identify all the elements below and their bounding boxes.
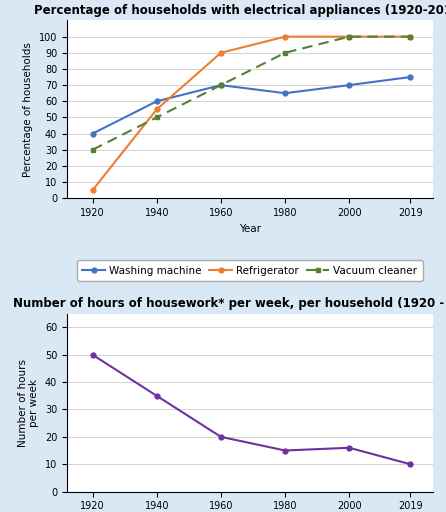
Refrigerator: [90, 187, 95, 193]
Title: Number of hours of housework* per week, per household (1920 - 2019): Number of hours of housework* per week, …: [13, 297, 446, 310]
X-axis label: Year: Year: [239, 224, 261, 233]
Hours per week: [90, 352, 95, 358]
Line: Vacuum cleaner: Vacuum cleaner: [90, 34, 413, 152]
Vacuum cleaner: [408, 34, 413, 40]
Washing machine: [218, 82, 223, 88]
Hours per week: [408, 461, 413, 467]
Vacuum cleaner: [90, 146, 95, 153]
Refrigerator: [347, 34, 352, 40]
Vacuum cleaner: [282, 50, 288, 56]
Hours per week: [218, 434, 223, 440]
Legend: Washing machine, Refrigerator, Vacuum cleaner: Washing machine, Refrigerator, Vacuum cl…: [77, 260, 422, 281]
Refrigerator: [154, 106, 159, 113]
Refrigerator: [218, 50, 223, 56]
Y-axis label: Percentage of households: Percentage of households: [23, 42, 33, 177]
Hours per week: [154, 393, 159, 399]
Line: Hours per week: Hours per week: [90, 352, 413, 466]
Y-axis label: Number of hours
per week: Number of hours per week: [18, 358, 39, 446]
Vacuum cleaner: [154, 114, 159, 120]
Washing machine: [347, 82, 352, 88]
Washing machine: [90, 131, 95, 137]
Hours per week: [347, 445, 352, 451]
Washing machine: [154, 98, 159, 104]
Title: Percentage of households with electrical appliances (1920-2019): Percentage of households with electrical…: [34, 4, 446, 16]
Hours per week: [282, 447, 288, 454]
Refrigerator: [282, 34, 288, 40]
Refrigerator: [408, 34, 413, 40]
Washing machine: [282, 90, 288, 96]
Vacuum cleaner: [218, 82, 223, 88]
Vacuum cleaner: [347, 34, 352, 40]
Line: Refrigerator: Refrigerator: [90, 34, 413, 193]
Line: Washing machine: Washing machine: [90, 75, 413, 136]
Washing machine: [408, 74, 413, 80]
